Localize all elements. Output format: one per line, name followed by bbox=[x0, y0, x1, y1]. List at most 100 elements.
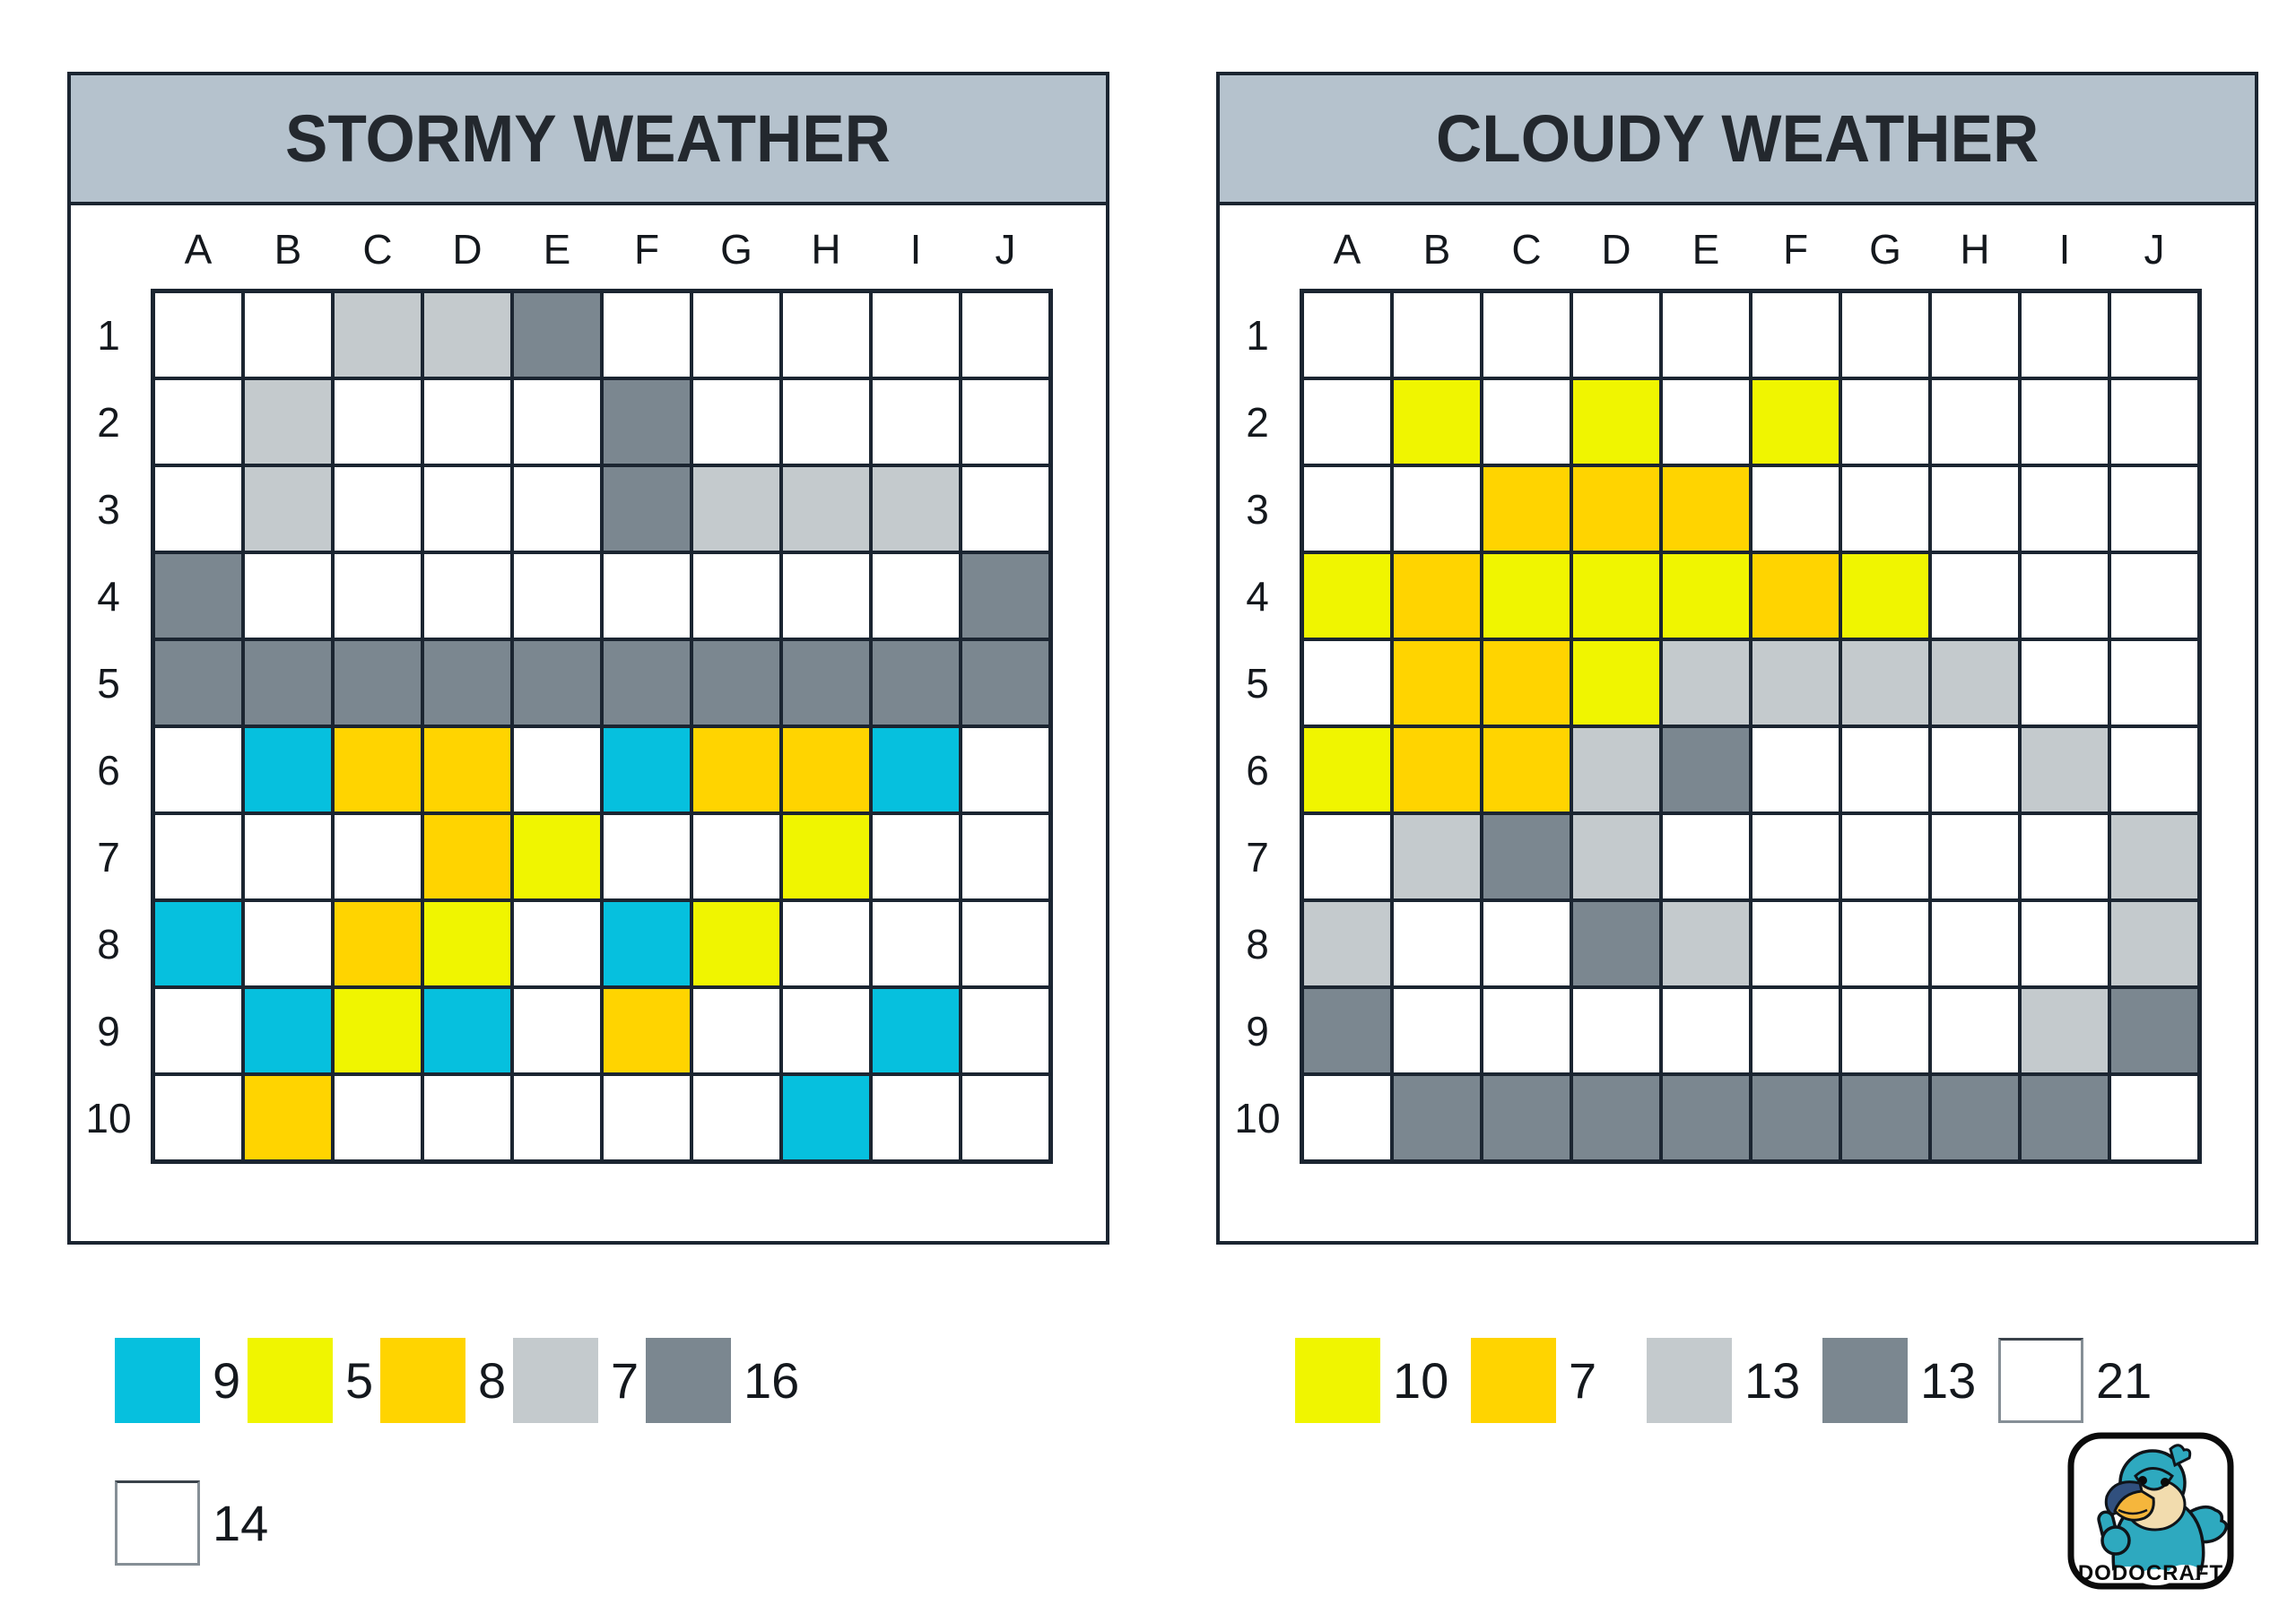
row-label-1: 1 bbox=[1246, 311, 1269, 359]
cell-C5-gold bbox=[1483, 641, 1570, 725]
cell-E7-white bbox=[1663, 815, 1749, 898]
legend-item-light-gray: 7 bbox=[513, 1338, 639, 1423]
cell-I4-white bbox=[873, 554, 959, 638]
legend-count: 7 bbox=[1569, 1352, 1597, 1409]
cell-J2-white bbox=[962, 380, 1048, 464]
cell-H8-white bbox=[1932, 902, 2018, 985]
cell-A9-white bbox=[155, 989, 241, 1072]
stormy-column-headers: A B C D E F G H I J bbox=[155, 213, 1048, 285]
cell-C3-gold bbox=[1483, 467, 1570, 551]
cell-B6-gold bbox=[1394, 728, 1480, 812]
dodo-bird-illustration: DODOCRAFT bbox=[2067, 1432, 2234, 1590]
cell-E8-white bbox=[514, 902, 600, 985]
legend-row: 14 bbox=[115, 1480, 764, 1566]
cloud-puff bbox=[2169, 1565, 2201, 1581]
cell-J10-white bbox=[962, 1076, 1048, 1159]
cell-B1-white bbox=[1394, 293, 1480, 377]
legend-item-dark-gray: 16 bbox=[646, 1338, 799, 1423]
legend-swatch-cyan bbox=[115, 1338, 200, 1423]
dodo-right-eye bbox=[2161, 1478, 2170, 1487]
cell-F9-gold bbox=[604, 989, 690, 1072]
cell-D6-gold bbox=[424, 728, 510, 812]
cell-C5-dark-gray bbox=[335, 641, 421, 725]
row-label-7: 7 bbox=[1246, 833, 1269, 881]
cell-J9-white bbox=[962, 989, 1048, 1072]
cell-H1-white bbox=[783, 293, 869, 377]
cell-F7-white bbox=[604, 815, 690, 898]
cell-H3-light-gray bbox=[783, 467, 869, 551]
cloudy-title-bar: CLOUDY WEATHER bbox=[1220, 75, 2255, 205]
cell-D8-yellow bbox=[424, 902, 510, 985]
cell-D8-dark-gray bbox=[1573, 902, 1659, 985]
cell-G10-dark-gray bbox=[1842, 1076, 1928, 1159]
cell-F6-white bbox=[1752, 728, 1839, 812]
cell-D1-white bbox=[1573, 293, 1659, 377]
cell-D7-gold bbox=[424, 815, 510, 898]
col-header-J: J bbox=[2144, 226, 2165, 273]
cell-D4-yellow bbox=[1573, 554, 1659, 638]
row-label-3: 3 bbox=[97, 485, 120, 533]
cell-G8-white bbox=[1842, 902, 1928, 985]
col-header-D: D bbox=[452, 226, 483, 273]
cloud-puff bbox=[2137, 1569, 2175, 1585]
cell-C3-white bbox=[335, 467, 421, 551]
cell-E9-white bbox=[514, 989, 600, 1072]
legend-item-gold: 7 bbox=[1471, 1338, 1632, 1423]
legend-swatch-light-gray bbox=[1647, 1338, 1732, 1423]
cell-D4-white bbox=[424, 554, 510, 638]
cell-B9-white bbox=[1394, 989, 1480, 1072]
legend-item-gold: 8 bbox=[380, 1338, 506, 1423]
cell-F7-white bbox=[1752, 815, 1839, 898]
cell-I1-white bbox=[2022, 293, 2108, 377]
legend-count: 8 bbox=[478, 1352, 507, 1409]
legend-row: 10 7 13 13 21 bbox=[1295, 1338, 2160, 1423]
cell-H2-white bbox=[783, 380, 869, 464]
dodo-fist bbox=[2100, 1525, 2131, 1556]
cell-D7-light-gray bbox=[1573, 815, 1659, 898]
cell-D10-dark-gray bbox=[1573, 1076, 1659, 1159]
cell-C6-gold bbox=[1483, 728, 1570, 812]
cell-A9-dark-gray bbox=[1304, 989, 1390, 1072]
cell-G7-white bbox=[693, 815, 779, 898]
cell-G1-white bbox=[693, 293, 779, 377]
cell-F5-light-gray bbox=[1752, 641, 1839, 725]
cell-F3-white bbox=[1752, 467, 1839, 551]
row-label-7: 7 bbox=[97, 833, 120, 881]
legend-item-light-gray: 13 bbox=[1647, 1338, 1808, 1423]
cell-H5-light-gray bbox=[1932, 641, 2018, 725]
cell-D9-white bbox=[1573, 989, 1659, 1072]
cell-C6-gold bbox=[335, 728, 421, 812]
cloud-puff bbox=[2110, 1567, 2144, 1583]
cell-A10-white bbox=[155, 1076, 241, 1159]
cell-H8-white bbox=[783, 902, 869, 985]
cloudy-title: CLOUDY WEATHER bbox=[1435, 101, 2039, 176]
cell-I3-white bbox=[2022, 467, 2108, 551]
cell-A4-yellow bbox=[1304, 554, 1390, 638]
cell-F4-white bbox=[604, 554, 690, 638]
legend-count: 13 bbox=[1920, 1352, 1977, 1409]
cell-E7-yellow bbox=[514, 815, 600, 898]
cell-B6-cyan bbox=[245, 728, 331, 812]
cell-A5-dark-gray bbox=[155, 641, 241, 725]
row-label-3: 3 bbox=[1246, 485, 1269, 533]
cell-B5-gold bbox=[1394, 641, 1480, 725]
cell-C10-dark-gray bbox=[1483, 1076, 1570, 1159]
cell-E9-white bbox=[1663, 989, 1749, 1072]
cell-D5-yellow bbox=[1573, 641, 1659, 725]
cell-A6-white bbox=[155, 728, 241, 812]
cell-I2-white bbox=[873, 380, 959, 464]
legend-item-yellow: 5 bbox=[248, 1338, 373, 1423]
cell-I5-white bbox=[2022, 641, 2108, 725]
cell-G6-white bbox=[1842, 728, 1928, 812]
row-label-4: 4 bbox=[1246, 572, 1269, 620]
cell-I5-dark-gray bbox=[873, 641, 959, 725]
cell-J9-dark-gray bbox=[2111, 989, 2197, 1072]
cell-I7-white bbox=[873, 815, 959, 898]
cell-I8-white bbox=[2022, 902, 2108, 985]
cell-I4-white bbox=[2022, 554, 2108, 638]
cell-J7-white bbox=[962, 815, 1048, 898]
cell-C9-white bbox=[1483, 989, 1570, 1072]
cell-H1-white bbox=[1932, 293, 2018, 377]
row-label-9: 9 bbox=[97, 1007, 120, 1055]
